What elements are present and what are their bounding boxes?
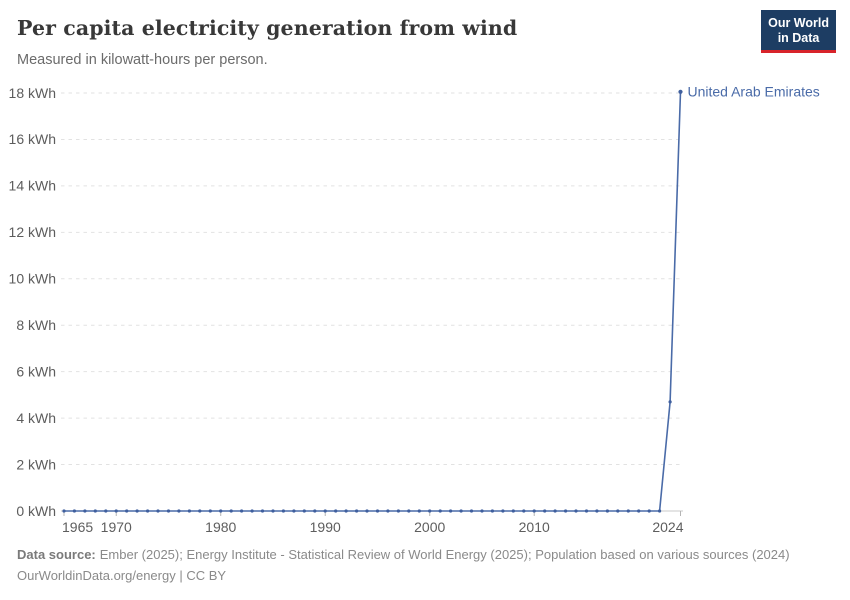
data-point[interactable] bbox=[678, 89, 683, 94]
data-point[interactable] bbox=[344, 509, 348, 513]
data-point[interactable] bbox=[72, 509, 76, 513]
y-axis-label: 2 kWh bbox=[16, 456, 56, 472]
data-point[interactable] bbox=[626, 509, 630, 513]
data-point[interactable] bbox=[93, 509, 97, 513]
data-point[interactable] bbox=[177, 509, 181, 513]
data-point[interactable] bbox=[386, 509, 390, 513]
data-point[interactable] bbox=[62, 509, 66, 513]
data-point[interactable] bbox=[449, 509, 453, 513]
data-point[interactable] bbox=[166, 509, 171, 513]
data-point[interactable] bbox=[469, 509, 474, 513]
y-axis-label: 6 kWh bbox=[16, 363, 56, 379]
data-point[interactable] bbox=[438, 509, 442, 513]
data-point[interactable] bbox=[365, 509, 369, 513]
data-point[interactable] bbox=[271, 509, 275, 513]
data-point[interactable] bbox=[543, 509, 547, 513]
page-title: Per capita electricity generation from w… bbox=[17, 16, 518, 40]
owid-link[interactable]: OurWorldinData.org/energy | CC BY bbox=[17, 567, 227, 583]
data-point[interactable] bbox=[532, 509, 536, 513]
data-point[interactable] bbox=[407, 509, 411, 513]
data-point[interactable] bbox=[616, 509, 620, 513]
data-point[interactable] bbox=[490, 509, 494, 513]
x-axis-label: 2024 bbox=[652, 519, 683, 535]
x-axis-label: 1990 bbox=[310, 519, 341, 535]
x-axis-label: 1965 bbox=[62, 519, 93, 535]
wind-line-chart[interactable]: 0 kWh 2 kWh 4 kWh 6 kWh 8 kWh 10 kWh 12 kWh 14 … bbox=[0, 75, 850, 545]
data-point[interactable] bbox=[595, 509, 599, 513]
chart-subtitle: Measured in kilowatt-hours per person. bbox=[17, 52, 268, 68]
x-axis-label: 2000 bbox=[414, 519, 445, 535]
data-point[interactable] bbox=[668, 400, 672, 404]
data-point[interactable] bbox=[156, 509, 160, 513]
data-point[interactable] bbox=[187, 509, 191, 513]
data-point[interactable] bbox=[260, 509, 265, 513]
data-point[interactable] bbox=[198, 509, 202, 513]
data-point[interactable] bbox=[375, 509, 380, 513]
owid-logo-line2: in Data bbox=[777, 30, 820, 45]
x-axis-label: 1970 bbox=[101, 519, 132, 535]
chart-footer: Data source: Ember (2025); Energy Institu… bbox=[17, 545, 833, 587]
data-point[interactable] bbox=[355, 509, 359, 513]
data-point[interactable] bbox=[104, 509, 108, 513]
data-point[interactable] bbox=[250, 509, 254, 513]
data-point[interactable] bbox=[480, 509, 484, 513]
data-point[interactable] bbox=[208, 509, 212, 513]
data-point[interactable] bbox=[229, 509, 233, 513]
data-point[interactable] bbox=[281, 509, 285, 513]
data-point[interactable] bbox=[564, 509, 568, 513]
y-axis-label: 0 kWh bbox=[16, 503, 56, 519]
data-line[interactable] bbox=[64, 91, 682, 512]
data-point[interactable] bbox=[334, 509, 338, 513]
data-source-text: Ember (2025); Energy Institute - Statist… bbox=[99, 547, 790, 562]
data-point[interactable] bbox=[135, 509, 139, 513]
data-point[interactable] bbox=[511, 509, 515, 513]
data-point[interactable] bbox=[501, 509, 505, 513]
data-point[interactable] bbox=[114, 509, 118, 513]
series-label[interactable]: United Arab Emirates bbox=[688, 83, 820, 99]
y-axis-label: 16 kWh bbox=[9, 131, 56, 147]
x-axis-label: 1980 bbox=[205, 519, 236, 535]
data-point[interactable] bbox=[417, 509, 421, 513]
data-point[interactable] bbox=[522, 509, 526, 513]
data-point[interactable] bbox=[146, 509, 150, 513]
data-source-line: Data source: Ember (2025); Energy Institu… bbox=[17, 545, 833, 566]
data-point[interactable] bbox=[219, 509, 223, 513]
y-axis-label: 18 kWh bbox=[9, 85, 56, 101]
license-line: OurWorldinData.org/energy | CC BY bbox=[17, 566, 833, 587]
data-point[interactable] bbox=[302, 509, 306, 513]
x-axis-label: 2010 bbox=[519, 519, 550, 535]
data-point[interactable] bbox=[83, 509, 87, 513]
data-point[interactable] bbox=[574, 509, 578, 513]
y-axis-label: 12 kWh bbox=[9, 224, 56, 240]
data-point[interactable] bbox=[125, 509, 129, 513]
y-axis-label: 8 kWh bbox=[16, 317, 56, 333]
data-source-label: Data source: bbox=[17, 547, 96, 562]
data-point[interactable] bbox=[637, 509, 641, 513]
data-point[interactable] bbox=[240, 509, 244, 513]
data-point[interactable] bbox=[584, 509, 589, 513]
owid-logo[interactable]: Our World in Data bbox=[761, 10, 836, 53]
y-axis-label: 4 kWh bbox=[16, 410, 56, 426]
data-point[interactable] bbox=[396, 509, 400, 513]
data-point[interactable] bbox=[292, 509, 296, 513]
data-point[interactable] bbox=[605, 509, 610, 513]
y-axis-label: 14 kWh bbox=[9, 178, 56, 194]
data-point[interactable] bbox=[323, 509, 327, 513]
data-point[interactable] bbox=[658, 509, 662, 513]
data-point[interactable] bbox=[313, 509, 317, 513]
data-point[interactable] bbox=[428, 509, 432, 513]
data-point[interactable] bbox=[647, 509, 651, 513]
y-axis-label: 10 kWh bbox=[9, 271, 56, 287]
data-point[interactable] bbox=[553, 509, 557, 513]
owid-logo-line1: Our World bbox=[768, 16, 829, 30]
data-point[interactable] bbox=[459, 509, 463, 513]
